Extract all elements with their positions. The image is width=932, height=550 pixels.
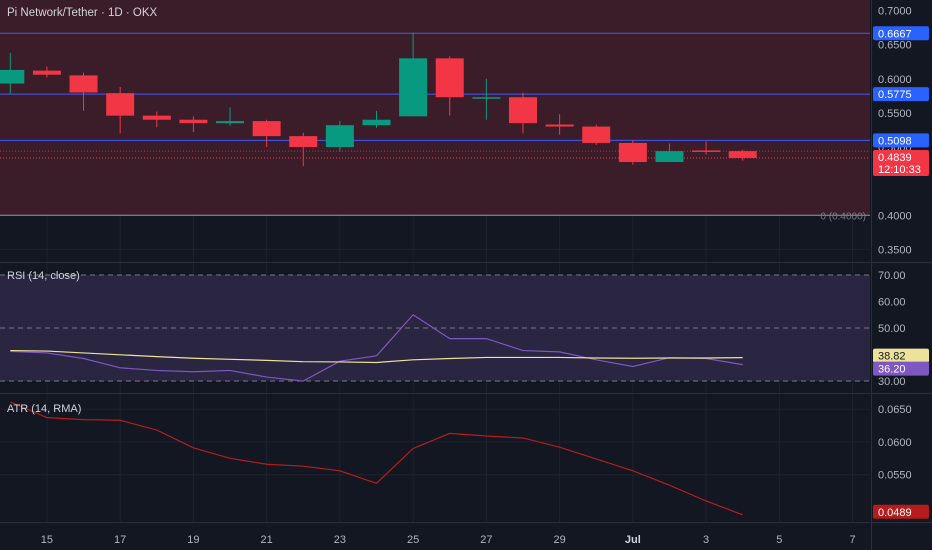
time-axis-label: 25	[407, 534, 419, 546]
time-axis-label: 21	[261, 534, 273, 546]
atr-line[interactable]	[10, 401, 743, 516]
rsi-ma-badge: 38.82	[878, 351, 906, 363]
level-price-badge: 0.5775	[878, 89, 912, 101]
candle-body[interactable]	[325, 125, 354, 148]
atr-axis-label: 0.0600	[878, 437, 912, 449]
resistance-zone	[0, 0, 870, 216]
rsi-indicator-title[interactable]: RSI (14, close)	[7, 270, 80, 282]
candle-body[interactable]	[252, 121, 281, 137]
candle-body[interactable]	[399, 58, 428, 117]
time-axis-label: 17	[114, 534, 126, 546]
candle-body[interactable]	[472, 97, 501, 99]
atr-axis-label: 0.0650	[878, 404, 912, 416]
candle-body[interactable]	[69, 75, 98, 93]
time-axis-label: 3	[703, 534, 709, 546]
candle-body[interactable]	[0, 69, 25, 84]
level-price-badge: 0.6667	[878, 28, 912, 40]
candle-body[interactable]	[508, 97, 537, 124]
price-axis-label: 0.3500	[878, 244, 912, 256]
price-axis-label: 0.7000	[878, 6, 912, 18]
atr-axis-label: 0.0550	[878, 470, 912, 482]
candle-body[interactable]	[106, 93, 135, 116]
level-price-badge-bg	[873, 133, 929, 148]
last-price-badge-countdown: 12:10:33	[878, 164, 921, 176]
candle-body[interactable]	[142, 115, 171, 120]
level-price-badge-bg	[873, 26, 929, 41]
time-axis-label: 19	[187, 534, 199, 546]
candle-body[interactable]	[582, 126, 611, 143]
rsi-value-badge: 36.20	[878, 364, 906, 376]
candle-body[interactable]	[362, 119, 391, 126]
time-axis-label: 23	[334, 534, 346, 546]
candle-body[interactable]	[545, 124, 574, 127]
candle-body[interactable]	[32, 70, 61, 75]
rsi-line[interactable]	[10, 313, 743, 382]
rsi-ma-line[interactable]	[10, 349, 743, 364]
last-price-badge-bg	[873, 150, 929, 177]
candle-body[interactable]	[655, 151, 684, 163]
time-axis-label: 5	[776, 534, 782, 546]
time-axis-label: Jul	[625, 534, 641, 546]
price-pane[interactable]: 0 (0.4000)0.70000.65000.60000.55000.5000…	[0, 0, 932, 263]
candle-body[interactable]	[435, 58, 464, 98]
candle-body[interactable]	[216, 121, 245, 124]
time-axis-label: 15	[41, 534, 53, 546]
candle-body[interactable]	[179, 119, 208, 124]
candle-body[interactable]	[618, 142, 647, 163]
atr-value-badge: 0.0489	[878, 507, 912, 519]
price-axis-label: 0.6000	[878, 74, 912, 86]
rsi-axis-label: 30.00	[878, 376, 906, 388]
atr-pane[interactable]: 0.0650 0.0600 0.0550 0.0489	[0, 401, 929, 519]
rsi-axis-label: 50.00	[878, 323, 906, 335]
candle-body[interactable]	[289, 136, 318, 148]
rsi-axis-label: 60.00	[878, 296, 906, 308]
last-price-badge: 0.4839	[878, 152, 912, 164]
time-axis-label: 29	[553, 534, 565, 546]
price-axis-label: 0.4000	[878, 210, 912, 222]
rsi-ma-badge-bg	[873, 348, 929, 363]
rsi-value-badge-bg	[873, 361, 929, 376]
price-axis-label: 0.6500	[878, 40, 912, 52]
time-axis-label: 27	[480, 534, 492, 546]
time-axis-label: 7	[849, 534, 855, 546]
candle-body[interactable]	[728, 151, 757, 158]
candle-body[interactable]	[692, 150, 721, 152]
fib-level-label: 0 (0.4000)	[820, 211, 866, 222]
level-price-badge-bg	[873, 87, 929, 102]
symbol-title[interactable]: Pi Network/Tether · 1D · OKX	[7, 7, 158, 19]
rsi-axis-label: 70.00	[878, 270, 906, 282]
level-price-badge: 0.5098	[878, 135, 912, 147]
atr-indicator-title[interactable]: ATR (14, RMA)	[7, 403, 82, 415]
price-axis-label: 0.5500	[878, 108, 912, 120]
atr-value-badge-bg	[873, 504, 929, 519]
